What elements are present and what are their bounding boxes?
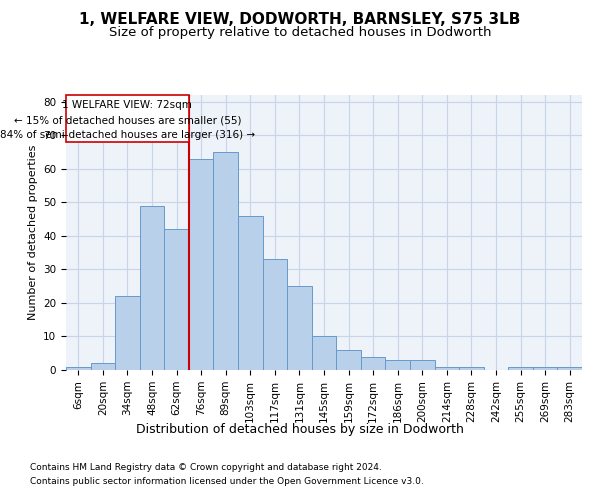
Text: Distribution of detached houses by size in Dodworth: Distribution of detached houses by size … bbox=[136, 422, 464, 436]
Bar bbox=[238, 216, 263, 370]
Text: 1 WELFARE VIEW: 72sqm: 1 WELFARE VIEW: 72sqm bbox=[62, 100, 193, 110]
Bar bbox=[434, 366, 459, 370]
Text: Size of property relative to detached houses in Dodworth: Size of property relative to detached ho… bbox=[109, 26, 491, 39]
Bar bbox=[140, 206, 164, 370]
Y-axis label: Number of detached properties: Number of detached properties bbox=[28, 145, 38, 320]
Text: ← 15% of detached houses are smaller (55): ← 15% of detached houses are smaller (55… bbox=[14, 116, 241, 126]
Bar bbox=[66, 366, 91, 370]
Bar bbox=[557, 366, 582, 370]
Bar bbox=[336, 350, 361, 370]
Text: Contains public sector information licensed under the Open Government Licence v3: Contains public sector information licen… bbox=[30, 477, 424, 486]
Bar bbox=[410, 360, 434, 370]
Bar bbox=[533, 366, 557, 370]
Bar bbox=[115, 296, 140, 370]
Text: 1, WELFARE VIEW, DODWORTH, BARNSLEY, S75 3LB: 1, WELFARE VIEW, DODWORTH, BARNSLEY, S75… bbox=[79, 12, 521, 28]
Bar bbox=[361, 356, 385, 370]
Bar bbox=[214, 152, 238, 370]
Text: Contains HM Land Registry data © Crown copyright and database right 2024.: Contains HM Land Registry data © Crown c… bbox=[30, 464, 382, 472]
Bar bbox=[91, 364, 115, 370]
Bar bbox=[164, 229, 189, 370]
Text: 84% of semi-detached houses are larger (316) →: 84% of semi-detached houses are larger (… bbox=[0, 130, 255, 140]
Bar bbox=[189, 158, 214, 370]
Bar bbox=[508, 366, 533, 370]
Bar bbox=[385, 360, 410, 370]
Bar bbox=[263, 260, 287, 370]
Bar bbox=[459, 366, 484, 370]
Bar bbox=[66, 95, 189, 142]
Bar bbox=[287, 286, 312, 370]
Bar bbox=[312, 336, 336, 370]
